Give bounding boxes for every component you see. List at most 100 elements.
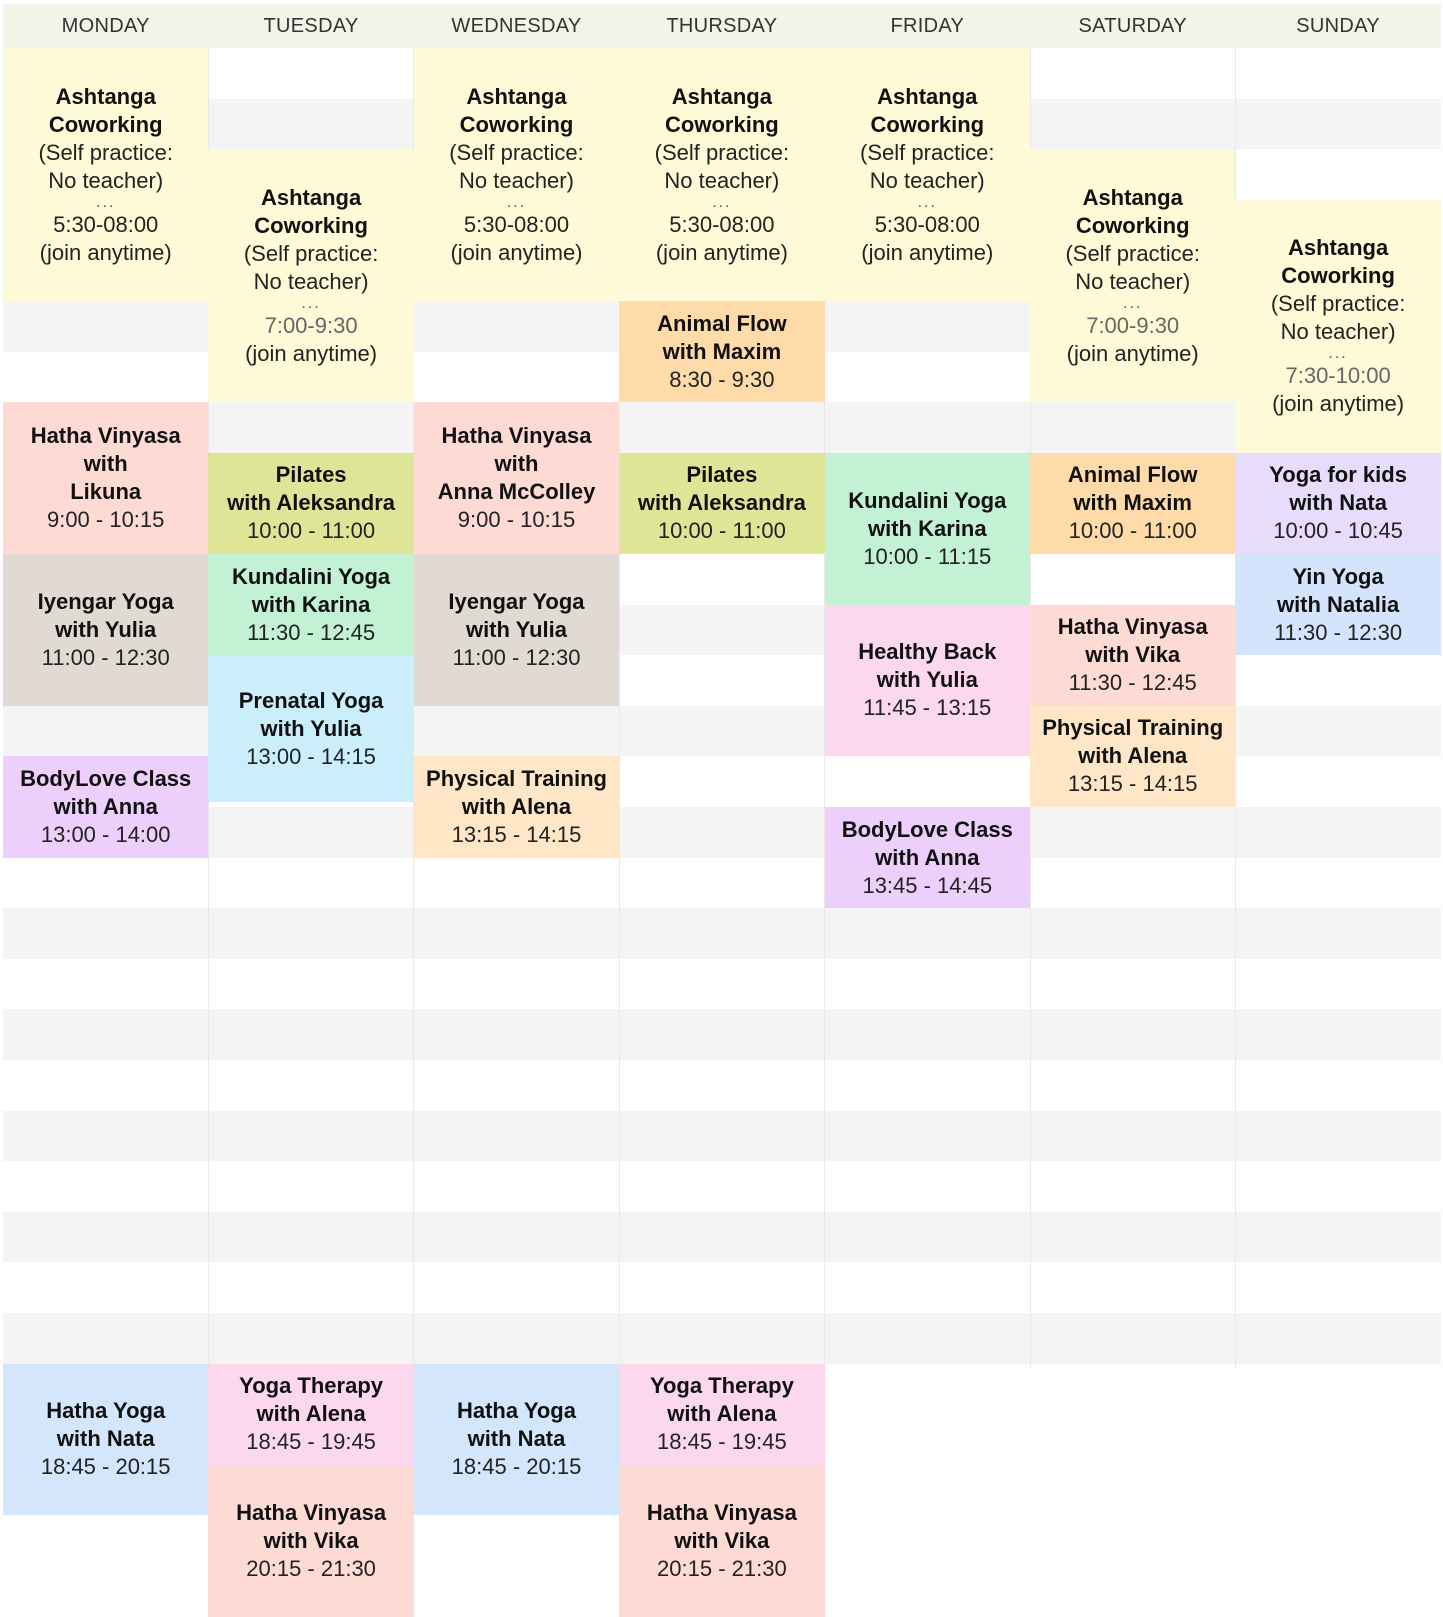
class-block-thu-ashtanga[interactable]: Ashtanga Coworking (Self practice: No tea… (619, 48, 825, 301)
class-title: Yoga Therapy with Alena (239, 1373, 384, 1427)
class-title: Pilates with Aleksandra (637, 462, 806, 516)
class-time: 13:00 - 14:00 (40, 821, 171, 847)
class-block-mon-hatha-yoga[interactable]: Hatha Yoga with Nata 18:45 - 20:15 (3, 1363, 209, 1516)
day-header-tuesday: TUESDAY (263, 15, 359, 37)
class-extra-note: (join anytime) (450, 239, 583, 265)
class-time: 13:15 - 14:15 (451, 821, 582, 847)
class-block-sun-yoga-kids[interactable]: Yoga for kids with Nata 10:00 - 10:45 (1235, 452, 1441, 554)
weekly-schedule: MONDAY TUESDAY WEDNESDAY THURSDAY FRIDAY… (3, 4, 1441, 1617)
class-block-mon-ashtanga[interactable]: Ashtanga Coworking (Self practice: No tea… (3, 48, 209, 301)
class-note: (Self practice: No teacher) (38, 139, 173, 193)
class-block-thu-yoga-therapy[interactable]: Yoga Therapy with Alena 18:45 - 19:45 (619, 1363, 825, 1465)
class-title: Ashtanga Coworking (459, 83, 574, 137)
class-time: 7:00-9:30 (264, 312, 358, 338)
class-block-sat-physical[interactable]: Physical Training with Alena 13:15 - 14:1… (1030, 705, 1236, 807)
class-block-tue-ashtanga[interactable]: Ashtanga Coworking (Self practice: No tea… (208, 149, 414, 403)
class-time: 10:00 - 11:00 (657, 518, 786, 544)
class-title: Hatha Vinyasa with Vika (1057, 614, 1208, 668)
class-block-sat-ashtanga[interactable]: Ashtanga Coworking (Self practice: No tea… (1030, 149, 1236, 403)
class-time: 11:30 - 12:45 (1068, 670, 1197, 696)
class-note: (Self practice: No teacher) (449, 139, 584, 193)
class-time: 13:45 - 14:45 (862, 872, 993, 898)
class-time: 13:15 - 14:15 (1067, 771, 1198, 797)
class-block-tue-kundalini[interactable]: Kundalini Yoga with Karina 11:30 - 12:45 (208, 554, 414, 656)
class-time: 5:30-08:00 (874, 211, 980, 237)
class-time: 11:45 - 13:15 (863, 695, 992, 721)
class-title: Ashtanga Coworking (1075, 184, 1190, 238)
class-time: 20:15 - 21:30 (657, 1555, 787, 1581)
class-time: 9:00 - 10:15 (457, 507, 576, 533)
class-time: 10:00 - 11:15 (863, 543, 992, 569)
class-title: Physical Training with Alena (426, 765, 607, 819)
class-block-fri-healthy-back[interactable]: Healthy Back with Yulia 11:45 - 13:15 (824, 604, 1030, 757)
class-block-sun-yin[interactable]: Yin Yoga with Natalia 11:30 - 12:30 (1235, 554, 1441, 656)
class-time: 7:00-9:30 (1086, 312, 1180, 338)
class-block-sat-animal-flow[interactable]: Animal Flow with Maxim 10:00 - 11:00 (1030, 452, 1236, 554)
class-separator: ... (1123, 294, 1143, 312)
day-header-wednesday: WEDNESDAY (451, 15, 582, 37)
class-block-wed-iyengar[interactable]: Iyengar Yoga with Yulia 11:00 - 12:30 (413, 554, 620, 706)
class-note: (Self practice: No teacher) (860, 139, 995, 193)
class-block-thu-animal-flow[interactable]: Animal Flow with Maxim 8:30 - 9:30 (619, 301, 825, 403)
class-note: (Self practice: No teacher) (243, 240, 379, 294)
class-time: 18:45 - 19:45 (657, 1429, 787, 1455)
class-extra-note: (join anytime) (245, 340, 378, 366)
class-time: 18:45 - 20:15 (451, 1454, 582, 1480)
class-block-tue-prenatal[interactable]: Prenatal Yoga with Yulia 13:00 - 14:15 (208, 655, 414, 802)
class-block-fri-ashtanga[interactable]: Ashtanga Coworking (Self practice: No tea… (824, 48, 1030, 301)
class-title: Animal Flow with Maxim (1067, 462, 1198, 516)
class-block-fri-bodylove[interactable]: BodyLove Class with Anna 13:45 - 14:45 (824, 807, 1030, 909)
class-time: 7:30-10:00 (1285, 363, 1391, 389)
class-extra-note: (join anytime) (655, 239, 788, 265)
class-block-mon-bodylove[interactable]: BodyLove Class with Anna 13:00 - 14:00 (3, 756, 209, 858)
class-separator: ... (712, 193, 732, 211)
class-time: 18:45 - 19:45 (246, 1429, 376, 1455)
class-block-mon-hatha-vinyasa[interactable]: Hatha Vinyasa with Likuna 9:00 - 10:15 (3, 402, 209, 554)
class-block-tue-pilates[interactable]: Pilates with Aleksandra 10:00 - 11:00 (208, 452, 414, 554)
class-time: 5:30-08:00 (53, 211, 159, 237)
class-title: Ashtanga Coworking (1281, 235, 1395, 289)
class-separator: ... (1328, 345, 1348, 363)
class-block-fri-kundalini[interactable]: Kundalini Yoga with Karina 10:00 - 11:15 (824, 452, 1030, 605)
class-title: Hatha Yoga with Nata (46, 1398, 166, 1452)
class-title: Animal Flow with Maxim (657, 310, 787, 364)
class-extra-note: (join anytime) (39, 239, 172, 265)
class-separator: ... (301, 294, 321, 312)
class-title: Hatha Vinyasa with Vika (646, 1499, 797, 1553)
class-block-wed-physical[interactable]: Physical Training with Alena 13:15 - 14:1… (413, 756, 620, 858)
class-block-tue-yoga-therapy[interactable]: Yoga Therapy with Alena 18:45 - 19:45 (208, 1363, 414, 1465)
class-title: Yoga Therapy with Alena (649, 1373, 794, 1427)
class-title: Hatha Yoga with Nata (456, 1398, 576, 1452)
time-slot-row (3, 807, 1441, 858)
class-block-sat-hatha-vinyasa[interactable]: Hatha Vinyasa with Vika 11:30 - 12:45 (1030, 604, 1236, 706)
class-time: 11:30 - 12:30 (1274, 619, 1403, 645)
class-block-thu-pilates[interactable]: Pilates with Aleksandra 10:00 - 11:00 (619, 452, 825, 554)
time-slot-row (3, 1110, 1441, 1162)
class-title: BodyLove Class with Anna (20, 765, 192, 819)
class-time: 10:00 - 11:00 (1068, 518, 1197, 544)
class-block-wed-hatha-vinyasa[interactable]: Hatha Vinyasa with Anna McColley 9:00 - 1… (413, 402, 620, 554)
class-block-sun-ashtanga[interactable]: Ashtanga Coworking (Self practice: No tea… (1235, 199, 1441, 453)
class-time: 10:00 - 10:45 (1273, 518, 1403, 544)
class-separator: ... (96, 193, 116, 211)
class-note: (Self practice: No teacher) (1270, 291, 1406, 345)
class-separator: ... (917, 193, 937, 211)
class-block-mon-iyengar[interactable]: Iyengar Yoga with Yulia 11:00 - 12:30 (3, 554, 209, 706)
class-block-tue-hatha-vinyasa[interactable]: Hatha Vinyasa with Vika 20:15 - 21:30 (208, 1464, 414, 1617)
class-time: 13:00 - 14:15 (246, 743, 376, 769)
day-header-friday: FRIDAY (890, 15, 965, 37)
class-note: (Self practice: No teacher) (654, 139, 790, 193)
class-block-wed-ashtanga[interactable]: Ashtanga Coworking (Self practice: No tea… (413, 48, 620, 301)
time-slot-row (3, 857, 1441, 909)
class-title: BodyLove Class with Anna (841, 816, 1013, 870)
class-time: 20:15 - 21:30 (246, 1555, 376, 1581)
class-extra-note: (join anytime) (1272, 391, 1405, 417)
class-title: Yoga for kids with Nata (1269, 462, 1407, 516)
class-title: Ashtanga Coworking (665, 83, 779, 137)
day-header-sunday: SUNDAY (1296, 15, 1380, 37)
class-title: Ashtanga Coworking (870, 83, 985, 137)
class-block-thu-hatha-vinyasa[interactable]: Hatha Vinyasa with Vika 20:15 - 21:30 (619, 1464, 825, 1617)
day-header-thursday: THURSDAY (666, 15, 778, 37)
class-block-wed-hatha-yoga[interactable]: Hatha Yoga with Nata 18:45 - 20:15 (413, 1363, 620, 1516)
day-header-saturday: SATURDAY (1078, 15, 1187, 37)
